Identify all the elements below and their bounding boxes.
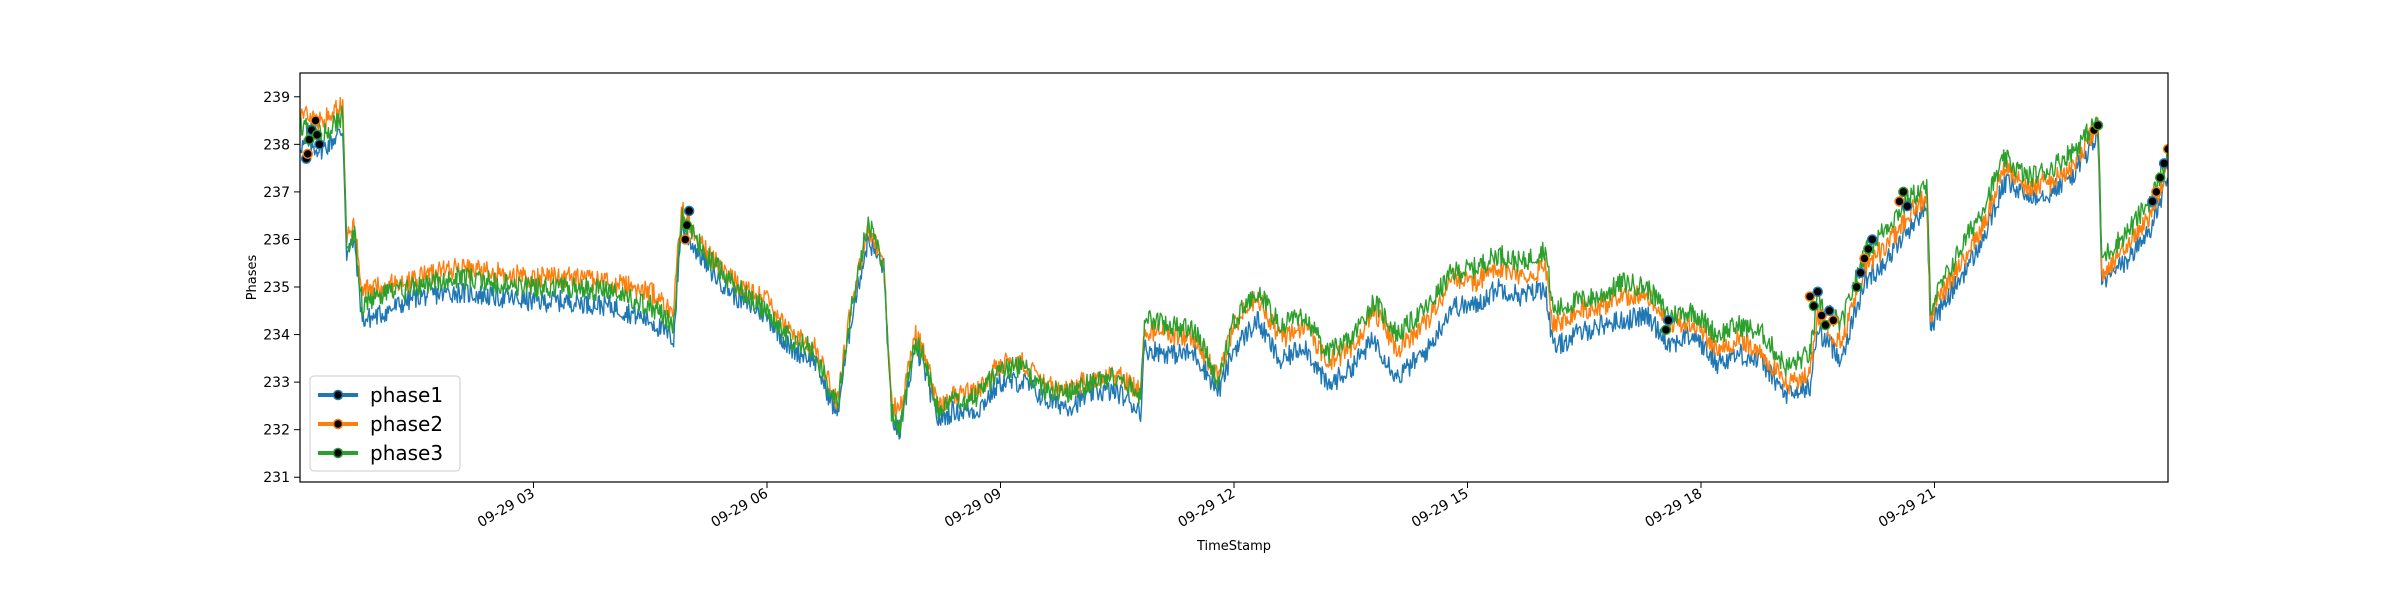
y-tick-label: 235: [263, 280, 290, 296]
marker-point: [680, 234, 691, 245]
y-tick-label: 232: [263, 423, 290, 439]
marker-point: [1663, 315, 1674, 326]
marker-point: [1808, 300, 1820, 312]
marker-point: [681, 219, 693, 231]
marker-point: [2092, 120, 2104, 131]
marker-point: [1866, 234, 1878, 245]
x-axis-label: TimeStamp: [1196, 539, 1271, 554]
x-tick-label: 09-29 15: [1409, 486, 1472, 531]
y-tick-label: 234: [263, 328, 290, 344]
x-tick-label: 09-29 12: [1175, 486, 1238, 531]
y-tick-label: 238: [263, 137, 290, 153]
marker-point: [1824, 305, 1835, 317]
legend: phase1 phase2 phase3: [309, 375, 461, 472]
legend-label-phase3: phase3: [370, 441, 443, 465]
x-tick-label: 09-29 06: [708, 486, 771, 531]
legend-label-phase2: phase2: [370, 412, 443, 436]
marker-point: [1855, 267, 1866, 278]
marker-point: [311, 129, 323, 141]
legend-marker: [332, 447, 344, 459]
legend-marker: [332, 389, 344, 401]
y-axis-label: Phases: [245, 254, 260, 300]
marker-point: [2147, 196, 2158, 207]
marker-point: [1660, 324, 1672, 336]
marker-point: [302, 148, 314, 160]
x-tick-label: 09-29 18: [1642, 486, 1705, 531]
marker-point: [2158, 158, 2168, 169]
marker-point: [1898, 186, 1909, 198]
y-axis: 231 232 233 234 235 236 237 238 239: [263, 90, 300, 486]
marker-point: [310, 115, 321, 126]
marker-point: [1820, 319, 1831, 331]
marker-point: [1816, 310, 1827, 321]
marker-layer: [300, 115, 2168, 336]
marker-point: [2154, 172, 2166, 183]
marker-point: [1828, 315, 1839, 326]
legend-box: [309, 375, 461, 472]
marker-point: [1902, 200, 1913, 212]
y-tick-label: 239: [263, 90, 290, 106]
marker-point: [1804, 291, 1816, 302]
marker-point: [1851, 281, 1862, 293]
x-tick-label: 09-29 09: [942, 486, 1005, 531]
marker-point: [1894, 196, 1905, 207]
marker-point: [2151, 186, 2162, 198]
marker-point: [1859, 253, 1870, 264]
marker-point: [2162, 143, 2168, 155]
marker-point: [1863, 243, 1874, 255]
legend-label-phase1: phase1: [370, 383, 443, 407]
marker-point: [1812, 286, 1823, 298]
series-line-phase1: [300, 127, 2168, 440]
y-tick-label: 233: [263, 375, 290, 391]
series-line-phase3: [300, 105, 2168, 437]
y-tick-label: 231: [263, 470, 290, 486]
y-tick-label: 237: [263, 185, 290, 201]
marker-point: [314, 139, 325, 150]
marker-point: [683, 205, 695, 217]
y-tick-label: 236: [263, 232, 290, 248]
marker-point: [304, 134, 315, 145]
legend-marker: [332, 418, 344, 430]
series-layer: [300, 96, 2168, 440]
x-tick-label: 09-29 03: [475, 486, 538, 531]
x-tick-label: 09-29 21: [1876, 486, 1939, 531]
x-axis: 09-29 03 09-29 06 09-29 09 09-29 12 09-29 15…: [475, 482, 1939, 531]
